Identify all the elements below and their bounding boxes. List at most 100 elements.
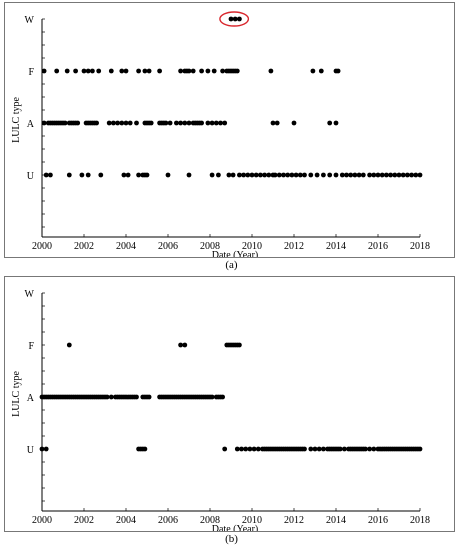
data-point-f: [211, 68, 217, 74]
data-point-f: [73, 68, 78, 74]
data-point-a: [327, 120, 333, 126]
data-point-f: [268, 68, 274, 74]
data-point-f: [108, 68, 114, 74]
data-point-a: [41, 120, 47, 126]
x-tick-label-2002: 2002: [74, 515, 94, 526]
data-point-u: [379, 172, 385, 178]
data-point-f: [186, 68, 192, 74]
x-axis-label: Date (Year): [212, 524, 258, 531]
data-point-f: [41, 68, 47, 74]
data-point-u: [409, 172, 414, 178]
x-tick-label-2010: 2010: [242, 241, 262, 252]
data-point-u: [209, 172, 215, 178]
data-point-f: [199, 68, 205, 74]
data-point-u: [272, 172, 278, 178]
chart-panel-a: U A F W 2000 2002 2004 2006 2008 2010 2012 2014 2016…: [4, 2, 455, 261]
data-point-a: [146, 394, 152, 400]
data-point-a: [127, 120, 133, 126]
data-point-u: [339, 172, 345, 178]
data-point-a: [182, 120, 188, 126]
data-point-u: [249, 172, 255, 178]
data-point-u: [400, 172, 406, 178]
data-point-u: [125, 172, 131, 178]
x-tick-label-2004: 2004: [116, 515, 136, 526]
data-point-u: [245, 172, 251, 178]
data-point-u: [297, 172, 303, 178]
data-point-a: [106, 120, 112, 126]
data-point-a: [209, 120, 215, 126]
data-point-u: [230, 172, 236, 178]
data-point-u: [48, 172, 53, 178]
data-point-w: [232, 16, 238, 22]
data-point-u: [144, 172, 150, 178]
data-point-f: [182, 342, 188, 348]
data-point-f: [234, 68, 240, 74]
data-point-u: [237, 172, 242, 178]
data-point-u: [136, 172, 142, 178]
data-point-u: [356, 172, 362, 178]
data-point-u: [375, 172, 381, 178]
data-point-u: [371, 172, 377, 178]
data-point-u: [363, 446, 368, 452]
data-point-u: [121, 172, 127, 178]
data-point-f: [123, 68, 129, 74]
data-point-u: [276, 172, 282, 178]
x-tick-label-2018: 2018: [410, 241, 430, 252]
data-point-u: [405, 172, 410, 178]
x-axis-label: Date (Year): [212, 250, 258, 257]
data-point-u: [360, 172, 366, 178]
chart-a-caption: (a): [225, 259, 238, 271]
data-point-a: [291, 120, 297, 126]
data-point-u: [314, 172, 320, 178]
data-point-u: [262, 172, 267, 178]
data-point-a: [218, 120, 223, 126]
data-point-a: [134, 394, 139, 400]
x-tick-label-2016: 2016: [368, 241, 388, 252]
data-point-f: [64, 68, 70, 74]
data-point-u: [348, 172, 354, 178]
data-point-f: [119, 68, 125, 74]
data-point-a: [62, 120, 68, 126]
y-axis-label: LULC type: [11, 371, 22, 417]
x-tick-label-2004: 2004: [116, 241, 136, 252]
x-tick-label-2000: 2000: [32, 515, 52, 526]
data-point-u: [327, 172, 333, 178]
data-point-u: [79, 172, 85, 178]
x-tick-label-2000: 2000: [32, 241, 52, 252]
data-point-u: [253, 172, 259, 178]
y-tick-label-u: U: [27, 445, 35, 456]
data-point-f: [220, 68, 226, 74]
data-point-w: [228, 16, 234, 22]
data-point-u: [165, 172, 171, 178]
y-tick-label-f: F: [28, 67, 34, 78]
data-point-a: [119, 120, 125, 126]
data-point-u: [417, 446, 423, 452]
data-point-a: [178, 120, 184, 126]
data-point-u: [302, 172, 307, 178]
data-point-u: [367, 446, 372, 452]
data-point-u: [337, 446, 343, 452]
data-point-a: [163, 120, 169, 126]
data-point-u: [308, 446, 314, 452]
data-point-a: [134, 120, 139, 126]
data-point-f: [190, 68, 196, 74]
data-point-a: [174, 120, 179, 126]
chart-b-svg: U A F W 2000 2002 2004 2006 2008 2010 2012 2014 2016…: [11, 289, 430, 535]
data-point-f: [205, 68, 211, 74]
y-tick-label-w: W: [25, 289, 35, 300]
data-point-a: [167, 120, 173, 126]
data-point-u: [413, 172, 419, 178]
data-point-a: [222, 120, 228, 126]
x-tick-label-2002: 2002: [74, 241, 94, 252]
data-point-u: [308, 172, 314, 178]
data-point-f: [310, 68, 316, 74]
data-point-u: [392, 172, 398, 178]
data-point-a: [199, 120, 205, 126]
data-point-u: [285, 172, 291, 178]
data-point-u: [396, 172, 402, 178]
data-point-f: [318, 68, 324, 74]
x-tick-label-2014: 2014: [326, 241, 346, 252]
x-tick-label-2008: 2008: [200, 241, 220, 252]
x-tick-label-2014: 2014: [326, 515, 346, 526]
data-point-f: [85, 68, 91, 74]
